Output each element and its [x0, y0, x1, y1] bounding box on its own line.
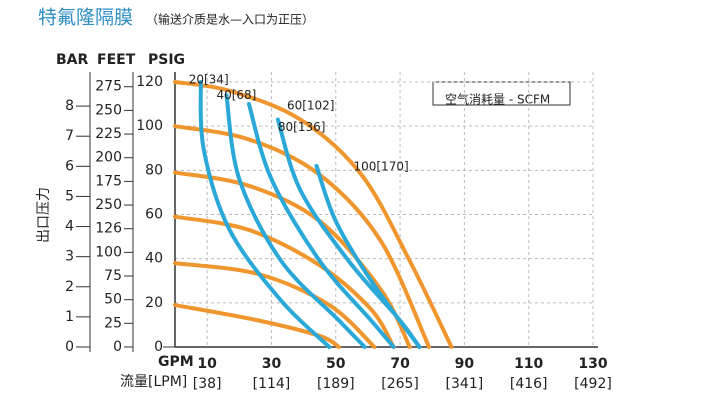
bar_axis-tick-label: 0: [65, 339, 74, 355]
curve: [173, 261, 377, 349]
x-tick-label: 70: [390, 356, 410, 372]
curve-label: 60[102]: [287, 99, 335, 113]
y-tick-label: 120: [136, 74, 163, 90]
y-axis-title: 出口压力: [36, 187, 52, 243]
bar_axis-tick-label: 1: [65, 309, 74, 325]
bar_axis-tick-label: 6: [65, 158, 74, 174]
feet-axis-title: FEET: [97, 52, 136, 68]
feet_axis-tick-label: 250: [95, 102, 122, 118]
feet_axis-tick-label: 100: [95, 244, 122, 260]
bar_axis-tick-label: 8: [65, 98, 74, 114]
x2-tick-label: [492]: [574, 376, 612, 392]
x-tick-label: 30: [262, 356, 282, 372]
x2-tick-label: [265]: [381, 376, 419, 392]
x-tick-label: 110: [514, 356, 543, 372]
x-axis-title: 流量[LPM]: [120, 374, 187, 390]
feet_axis-tick-label: 275: [95, 79, 122, 95]
legend-title: 空气消耗量 - SCFM: [445, 92, 550, 107]
y-tick-label: 100: [136, 118, 163, 134]
x-unit-label: GPM: [158, 354, 194, 370]
chart-subtitle: （输送介质是水—入口为正压）: [146, 12, 314, 27]
x-tick-label: 90: [455, 356, 475, 372]
bar-axis-title: BAR: [56, 52, 89, 68]
y-tick-label: 60: [145, 207, 163, 223]
feet_axis-tick-label: 0: [113, 339, 122, 355]
curve: [314, 163, 422, 349]
x2-tick-label: [38]: [193, 376, 222, 392]
feet_axis-tick-label: 126: [95, 221, 122, 237]
bar_axis-tick-label: 4: [65, 219, 74, 235]
feet_axis-tick-label: 50: [104, 292, 122, 308]
feet_axis-tick-label: 225: [95, 126, 122, 142]
y-tick-label: 40: [145, 251, 163, 267]
chart-title: 特氟隆隔膜: [38, 7, 133, 29]
curve: [224, 93, 367, 349]
curve: [173, 303, 341, 349]
curve: [246, 102, 396, 349]
curve: [173, 214, 396, 349]
x-tick-label: 130: [578, 356, 607, 372]
feet_axis-tick-label: 250: [95, 197, 122, 213]
x2-tick-label: [189]: [317, 376, 355, 392]
x-tick-label: 50: [326, 356, 346, 372]
feet_axis-tick-label: 175: [95, 173, 122, 189]
y-tick-label: 0: [154, 339, 163, 355]
curve-label: 80[136]: [278, 120, 326, 134]
curve-label: 100[170]: [353, 159, 408, 173]
y-tick-label: 80: [145, 162, 163, 178]
x2-tick-label: [416]: [510, 376, 548, 392]
psig-axis-title: PSIG: [148, 52, 185, 68]
x-tick-label: 10: [197, 356, 217, 372]
x2-tick-label: [341]: [446, 376, 484, 392]
curve-label: 40[68]: [216, 88, 256, 102]
x2-tick-label: [114]: [253, 376, 291, 392]
bar_axis-tick-label: 7: [65, 128, 74, 144]
feet_axis-tick-label: 75: [104, 268, 122, 284]
curve: [173, 80, 454, 349]
bar_axis-tick-label: 5: [65, 188, 74, 204]
curve-label: 20[34]: [189, 73, 229, 87]
y-tick-label: 20: [145, 295, 163, 311]
feet_axis-tick-label: 25: [104, 315, 122, 331]
curve: [198, 80, 332, 349]
curve: [173, 170, 412, 349]
feet_axis-tick-label: 200: [95, 150, 122, 166]
bar_axis-tick-label: 2: [65, 279, 74, 295]
bar_axis-tick-label: 3: [65, 249, 74, 265]
